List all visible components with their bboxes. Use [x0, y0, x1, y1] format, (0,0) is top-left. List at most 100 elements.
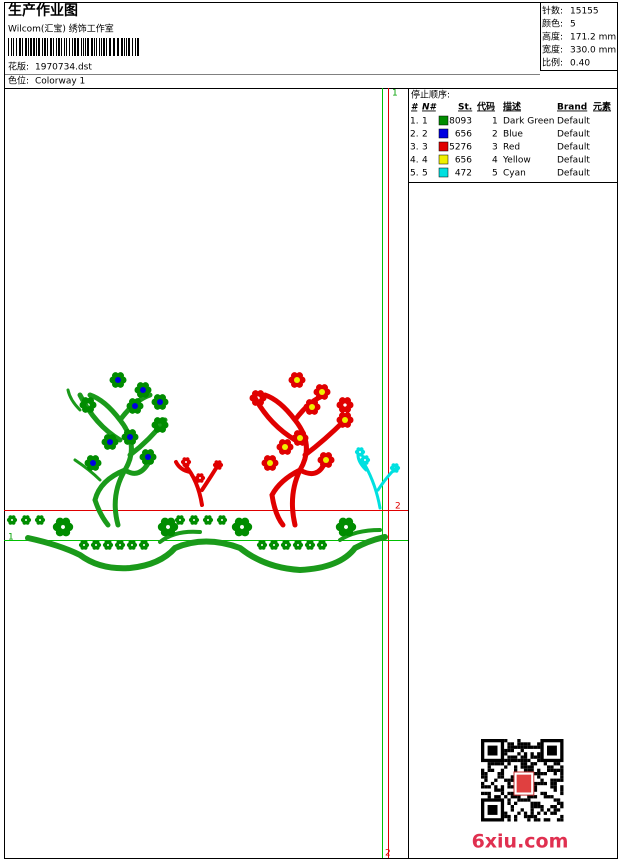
qr-module: [560, 785, 564, 789]
qr-module: [527, 742, 531, 746]
qr-module: [556, 798, 561, 802]
qr-module: [556, 808, 561, 812]
petal: [8, 515, 13, 520]
qr-module: [537, 742, 541, 746]
petal: [252, 390, 259, 398]
qr-module: [517, 739, 521, 743]
qr-module: [510, 748, 514, 753]
petal: [221, 515, 226, 520]
petal: [104, 540, 109, 545]
qr-module: [517, 752, 521, 756]
qr-module: [537, 805, 541, 809]
petal: [240, 517, 250, 527]
brand: Default: [557, 130, 590, 140]
bar: [72, 38, 73, 56]
qr-module: [484, 778, 488, 782]
petal: [140, 540, 145, 545]
brand: Default: [557, 169, 590, 179]
sequence-title: 停止顺序:: [411, 89, 450, 101]
row-index: 3.: [410, 143, 419, 153]
stitches: 5276: [449, 143, 472, 153]
qr-module: [510, 791, 514, 796]
petal: [82, 397, 89, 405]
qr-module: [530, 795, 534, 799]
bar: [44, 38, 46, 56]
qr-module: [537, 752, 541, 756]
petal: [218, 515, 223, 520]
colorway-label: 色位:: [8, 75, 29, 87]
petal: [176, 515, 181, 520]
scallop-border: [158, 528, 382, 544]
bar: [77, 38, 79, 56]
qr-module: [507, 814, 511, 819]
qr-module: [517, 742, 521, 746]
qr-module: [523, 811, 528, 815]
qr-module: [484, 785, 488, 789]
bar: [47, 38, 48, 56]
qr-module: [494, 795, 498, 799]
stitches: 8093: [449, 117, 472, 127]
petal: [39, 520, 44, 525]
flower-center: [90, 460, 96, 466]
qr-module: [543, 818, 547, 822]
bar: [19, 38, 21, 56]
qr-module: [500, 775, 505, 779]
column-header: N#: [422, 103, 438, 113]
bar: [56, 38, 57, 56]
qr-module: [494, 785, 498, 789]
qr-module: [556, 762, 561, 766]
qr-module: [514, 818, 518, 822]
petal: [309, 545, 314, 550]
qr-module: [527, 795, 531, 799]
qr-module: [530, 768, 534, 772]
qr-module: [507, 791, 511, 796]
qr-module: [527, 818, 531, 822]
qr-module: [484, 791, 488, 796]
qr-module: [507, 758, 511, 763]
code: 3: [492, 143, 498, 153]
qr-module: [487, 791, 491, 796]
qr-module: [540, 781, 544, 786]
qr-module: [510, 775, 514, 779]
qr-module: [504, 814, 508, 819]
qr-module: [523, 814, 528, 819]
qr-module: [523, 768, 528, 772]
bar: [25, 38, 27, 56]
petal: [182, 457, 187, 462]
column-header: 代码: [476, 101, 495, 113]
qr-module: [550, 795, 554, 799]
petal: [261, 540, 266, 545]
petal: [159, 425, 166, 433]
petal: [270, 540, 275, 545]
qr-module: [550, 778, 554, 782]
petal: [166, 517, 176, 527]
qr-module: [507, 798, 511, 802]
bar: [28, 38, 29, 56]
petal: [273, 545, 278, 550]
petal: [394, 463, 399, 468]
qr-module: [533, 781, 538, 786]
bar: [74, 38, 76, 56]
qr-module: [550, 811, 554, 815]
qr-module: [527, 768, 531, 772]
stat-value: 5: [570, 20, 576, 30]
qr-module: [523, 745, 528, 749]
petal: [36, 515, 41, 520]
qr-module: [510, 742, 514, 746]
qr-module: [504, 752, 508, 756]
petal: [257, 390, 264, 398]
qr-module: [520, 808, 524, 812]
petal: [83, 545, 88, 550]
qr-module: [520, 762, 524, 766]
qr-module: [560, 778, 564, 782]
watermark: 6xiu.com: [472, 831, 569, 853]
flower-center: [342, 417, 348, 423]
qr-module: [553, 811, 557, 815]
qr-module: [481, 781, 485, 786]
flower-center: [132, 403, 138, 409]
qr-module: [510, 805, 514, 809]
qr-module: [500, 768, 505, 772]
petal: [364, 460, 369, 465]
qr-module: [507, 781, 511, 786]
petal: [285, 540, 290, 545]
